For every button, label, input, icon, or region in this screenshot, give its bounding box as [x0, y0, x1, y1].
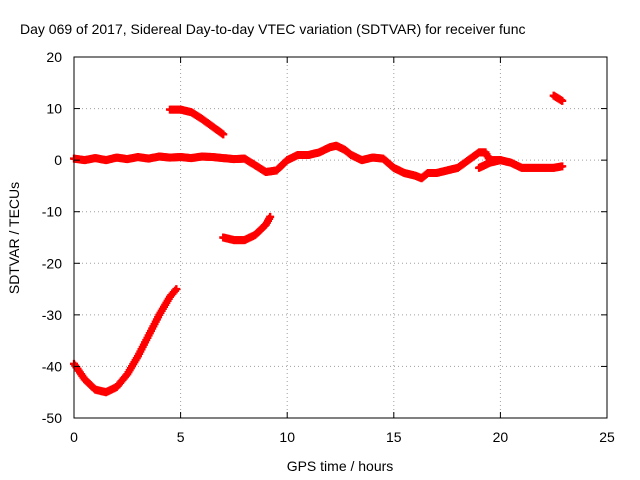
- x-tick-label: 20: [493, 429, 509, 445]
- chart-title: Day 069 of 2017, Sidereal Day-to-day VTE…: [20, 21, 526, 37]
- y-tick-label: -20: [42, 255, 62, 271]
- series-u-curve: [70, 285, 181, 397]
- y-tick-label: 0: [54, 152, 62, 168]
- y-tick-label: -30: [42, 307, 62, 323]
- x-axis-label: GPS time / hours: [287, 458, 394, 474]
- x-tick-label: 0: [70, 429, 78, 445]
- data-marks: [70, 91, 567, 397]
- data-point: [496, 156, 505, 165]
- plot-frame: [73, 56, 608, 419]
- x-tick-label: 15: [386, 429, 402, 445]
- y-tick-label: 10: [46, 101, 62, 117]
- data-point: [172, 285, 181, 294]
- y-tick-label: -40: [42, 358, 62, 374]
- data-point: [219, 130, 228, 139]
- series-tail: [549, 91, 567, 105]
- series-arc-lower: [219, 212, 275, 245]
- x-tick-label: 5: [177, 429, 185, 445]
- y-axis-label: SDTVAR / TECUs: [6, 182, 22, 294]
- y-tick-label: -10: [42, 204, 62, 220]
- grid: [74, 57, 607, 418]
- series-arc-upper: [165, 105, 228, 139]
- y-tick-label: 20: [46, 49, 62, 65]
- data-point: [266, 212, 275, 221]
- axis-ticks: 0 5 10 15 20 25 -50 -40 -30 -20 -10 0 10 20: [42, 49, 615, 445]
- y-tick-label: -50: [42, 410, 62, 426]
- data-point: [558, 96, 567, 105]
- x-tick-label: 10: [279, 429, 295, 445]
- data-point: [558, 162, 567, 171]
- series-main: [70, 141, 567, 183]
- x-tick-label: 25: [599, 429, 615, 445]
- series-branch-19: [475, 156, 505, 172]
